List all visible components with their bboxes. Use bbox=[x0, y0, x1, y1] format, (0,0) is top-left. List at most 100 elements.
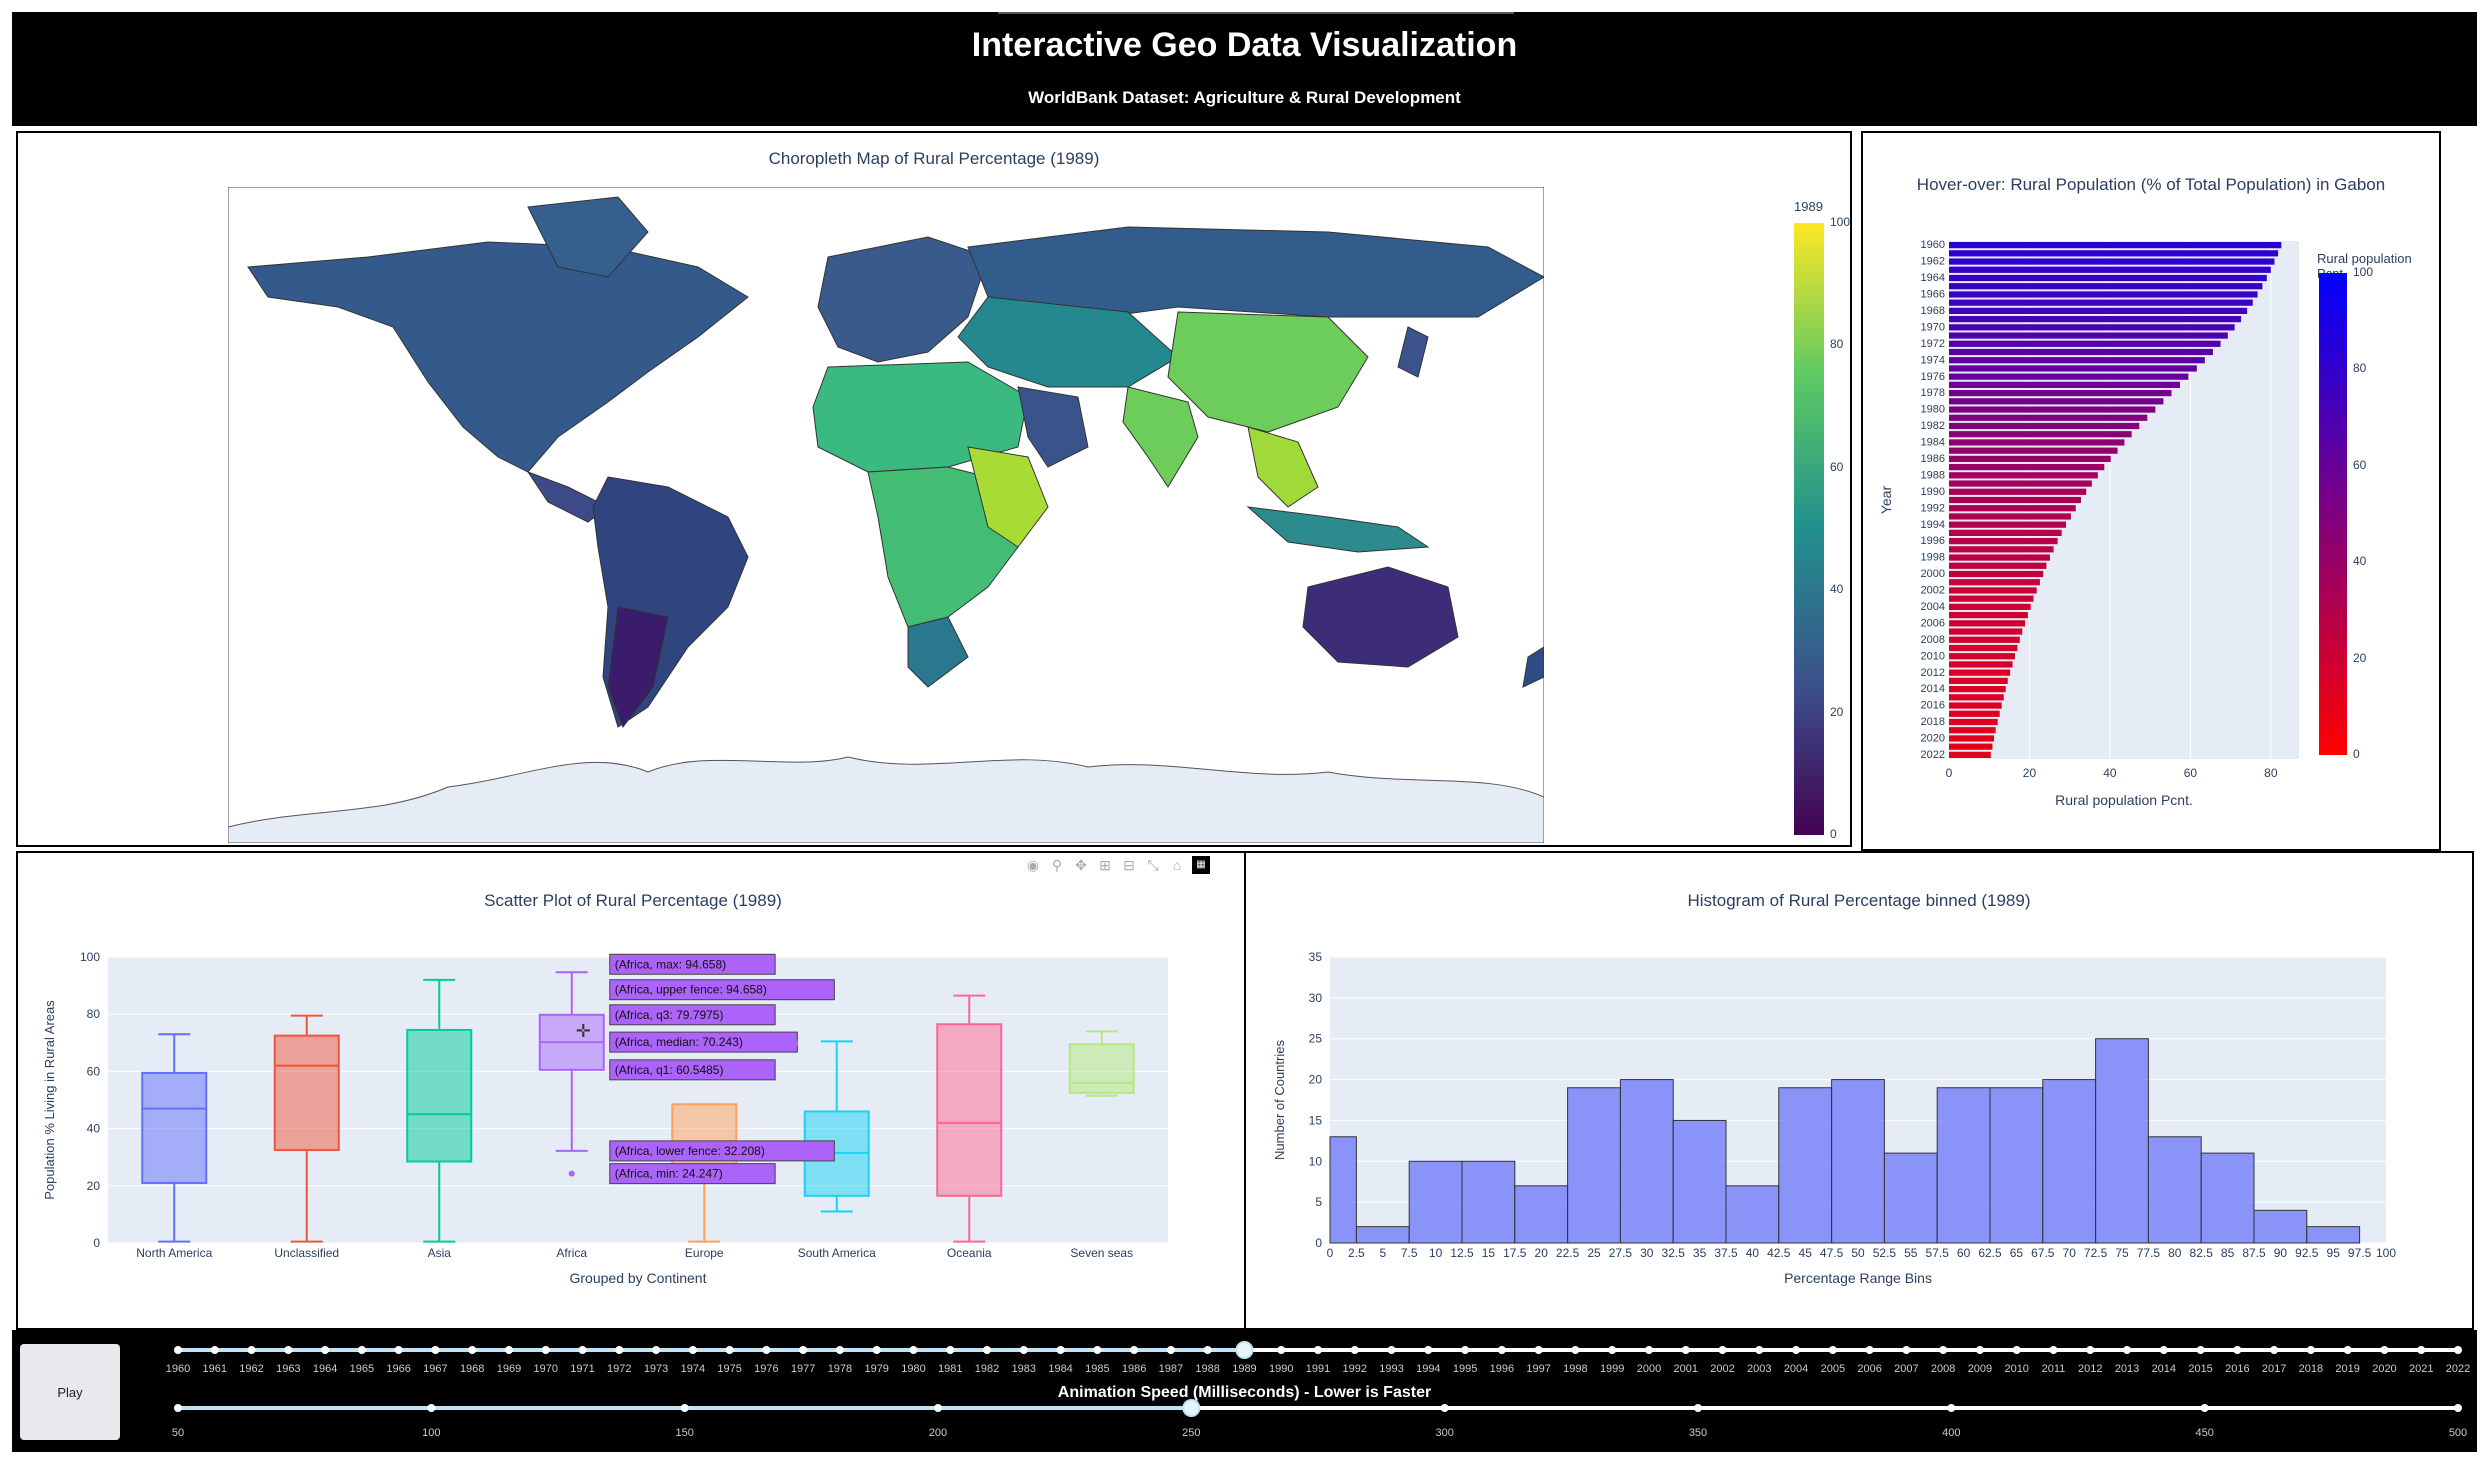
speed-slider[interactable]: 50 100 150 200 250 300 350 400 450 500 bbox=[152, 1390, 2472, 1450]
world-map[interactable] bbox=[228, 187, 1544, 843]
slider-label: 1969 bbox=[497, 1363, 521, 1375]
histogram-bar bbox=[1461, 1160, 1516, 1244]
home-icon[interactable]: ⌂ bbox=[1172, 857, 1182, 873]
x-tick-label: 40 bbox=[1746, 1246, 1760, 1260]
slider-handle[interactable] bbox=[1235, 1341, 1254, 1359]
slider-tick bbox=[357, 1346, 366, 1354]
bar bbox=[1949, 365, 2197, 372]
bar bbox=[1949, 603, 2031, 610]
slider-tick bbox=[1792, 1346, 1801, 1354]
bar bbox=[1949, 274, 2267, 282]
slider-label: 2013 bbox=[2115, 1363, 2139, 1375]
y-axis-label: Population % Living in Rural Areas bbox=[42, 1000, 57, 1200]
page-title: Interactive Geo Data Visualization bbox=[971, 26, 1518, 64]
europe bbox=[817, 236, 989, 363]
y-tick-label: 1980 bbox=[1921, 404, 1945, 416]
colorbar-title: 1989 bbox=[1794, 199, 1823, 214]
slider-handle[interactable] bbox=[1182, 1399, 1201, 1417]
bar bbox=[1949, 357, 2205, 364]
slider-tick bbox=[652, 1346, 661, 1354]
autoscale-icon[interactable]: ⤡ bbox=[1147, 857, 1159, 873]
slider-tick bbox=[1534, 1346, 1543, 1354]
camera-icon[interactable]: ◉ bbox=[1026, 857, 1040, 873]
plotly-logo-icon[interactable]: ▦ bbox=[1192, 856, 1210, 874]
x-tick-label: 15 bbox=[1482, 1246, 1496, 1260]
x-tick-label: 97.5 bbox=[2348, 1246, 2372, 1260]
slider-tick bbox=[1755, 1346, 1764, 1354]
slider-tick bbox=[1093, 1346, 1102, 1354]
bar bbox=[1949, 653, 2015, 660]
y-tick-label: 2022 bbox=[1921, 749, 1945, 761]
slider-tick bbox=[1718, 1346, 1727, 1354]
slider-tick bbox=[2454, 1404, 2462, 1412]
slider-tick bbox=[1130, 1346, 1139, 1354]
bar bbox=[1949, 242, 2282, 249]
y-tick-label: 25 bbox=[1309, 1032, 1323, 1046]
x-tick-label: 52.5 bbox=[1873, 1246, 1897, 1260]
tooltip-label: Africa bbox=[768, 1035, 799, 1049]
pan-icon[interactable]: ✥ bbox=[1075, 857, 1087, 873]
histogram-panel: Histogram of Rural Percentage binned (19… bbox=[1244, 851, 2474, 1330]
slider-label: 1965 bbox=[350, 1363, 374, 1375]
slider-tick bbox=[284, 1346, 293, 1354]
y-tick-label: 1978 bbox=[1921, 387, 1945, 399]
x-tick-label: Africa bbox=[556, 1246, 587, 1260]
bar bbox=[1949, 406, 2156, 413]
slider-label: 1982 bbox=[975, 1363, 999, 1375]
slider-tick bbox=[2343, 1346, 2352, 1354]
x-tick-label: 80 bbox=[2168, 1246, 2182, 1260]
play-button[interactable]: Play bbox=[20, 1344, 120, 1440]
hover-tooltip-upper: (Africa, upper fence: 94.658) bbox=[609, 979, 835, 1001]
x-tick-label: 25 bbox=[1587, 1246, 1601, 1260]
bar bbox=[1949, 579, 2040, 586]
x-tick-label: 67.5 bbox=[2031, 1246, 2055, 1260]
box bbox=[273, 1034, 340, 1152]
histogram-bar bbox=[1883, 1152, 1938, 1244]
slider-label: 2010 bbox=[2004, 1363, 2028, 1375]
tooltip-text: (Africa, median: 70.243) bbox=[615, 1035, 743, 1049]
slider-tick bbox=[2196, 1346, 2205, 1354]
slider-tick bbox=[1681, 1346, 1690, 1354]
slider-label: 2018 bbox=[2299, 1363, 2323, 1375]
histogram-bar bbox=[2253, 1209, 2308, 1244]
slider-label: 1995 bbox=[1453, 1363, 1477, 1375]
box-plot[interactable]: 100 80 60 40 20 0 North America Unclassified Asi… bbox=[18, 853, 1248, 1328]
zoom-in-icon[interactable]: ⊞ bbox=[1099, 857, 1111, 873]
hover-tooltip-q3: (Africa, q3: 79.7975) bbox=[609, 1004, 776, 1026]
bar bbox=[1949, 381, 2180, 388]
slider-label: 1991 bbox=[1306, 1363, 1330, 1375]
tooltip-text: (Africa, lower fence: 32.208) bbox=[615, 1144, 765, 1158]
bar bbox=[1949, 291, 2258, 298]
box bbox=[406, 1028, 473, 1163]
histogram-bar bbox=[1936, 1087, 1991, 1244]
zoom-out-icon[interactable]: ⊟ bbox=[1123, 857, 1135, 873]
year-slider[interactable]: 1960 1961 1962 1963 1964 1965 1966 1967 1968 1969… bbox=[152, 1330, 2472, 1390]
argentina bbox=[607, 606, 669, 729]
slider-tick bbox=[247, 1346, 256, 1354]
slider-label: 1984 bbox=[1048, 1363, 1072, 1375]
bar bbox=[1949, 644, 2018, 652]
y-tick-label: 1988 bbox=[1921, 469, 1945, 481]
x-tick-label: 57.5 bbox=[1926, 1246, 1950, 1260]
bar bbox=[1949, 513, 2071, 520]
gabon-bar-chart[interactable]: 1960 1962 1964 1966 1968 1970 1972 1974 1976 1978… bbox=[1863, 133, 2439, 849]
map-title: Choropleth Map of Rural Percentage (1989… bbox=[768, 149, 1100, 168]
slider-tick bbox=[1203, 1346, 1212, 1354]
bar bbox=[1949, 307, 2248, 314]
x-tick-label: 77.5 bbox=[2137, 1246, 2161, 1260]
y-tick-label: 35 bbox=[1309, 950, 1323, 964]
x-tick-label: 75 bbox=[2115, 1246, 2129, 1260]
slider-tick bbox=[1694, 1404, 1702, 1412]
zoom-icon[interactable]: ⚲ bbox=[1051, 857, 1063, 873]
slider-tick bbox=[983, 1346, 992, 1354]
x-tick-label: 50 bbox=[1851, 1246, 1865, 1260]
x-tick-label: 20 bbox=[1535, 1246, 1549, 1260]
slider-tick bbox=[1350, 1346, 1359, 1354]
y-tick-label: 1966 bbox=[1921, 289, 1945, 301]
plot-modebar: ◉ ⚲ ✥ ⊞ ⊟ ⤡ ⌂ ▦ bbox=[1024, 854, 1210, 876]
y-tick-label: 1984 bbox=[1921, 437, 1945, 449]
slider-label: 1979 bbox=[864, 1363, 888, 1375]
x-tick-label: 17.5 bbox=[1503, 1246, 1527, 1260]
slider-label: 2016 bbox=[2225, 1363, 2249, 1375]
